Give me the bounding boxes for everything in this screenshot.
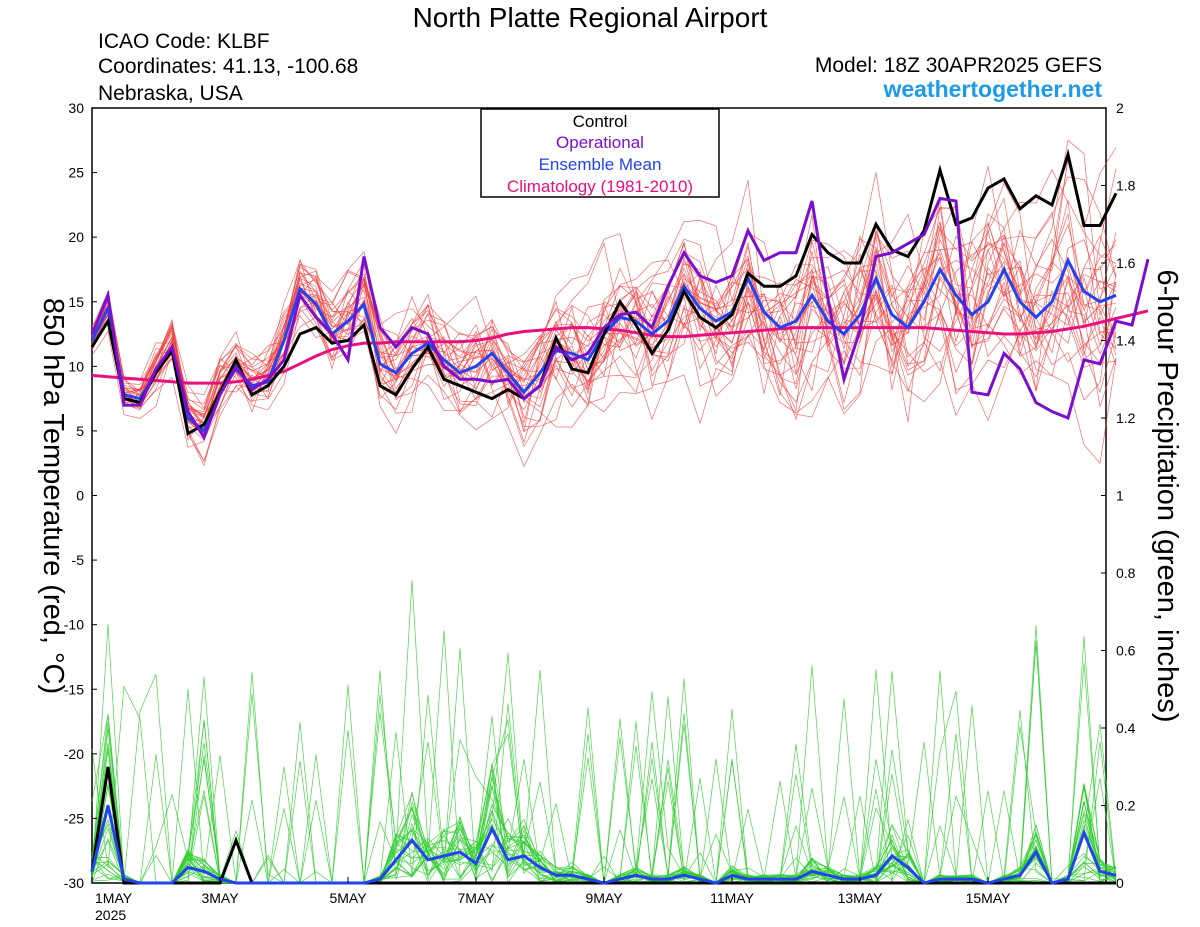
temperature-member-line: [91, 160, 1117, 422]
legend-ensemble-mean: Ensemble Mean: [539, 155, 662, 174]
left-tick-label: -10: [64, 617, 84, 633]
right-axis-ticks: 2 1.8 1.6 1.4 1.2 1 0.8 0.6 0.4 0.2 0: [1101, 100, 1136, 891]
temperature-member-line: [91, 213, 1117, 465]
left-axis-ticks: 30 25 20 15 10 5 0 -5 -10 -15 -20 -25 -30: [64, 100, 97, 891]
x-tick-label: 9MAY: [585, 890, 623, 906]
left-tick-label: -30: [64, 875, 84, 891]
precipitation-member-line: [91, 676, 1117, 884]
left-tick-label: -5: [72, 552, 85, 568]
precipitation-member-line: [91, 684, 1117, 884]
left-tick-label: -25: [64, 810, 84, 826]
control-temperature-line: [90, 148, 1118, 436]
precipitation-member-line: [91, 694, 1117, 884]
chart-title: North Platte Regional Airport: [413, 2, 768, 33]
legend-control: Control: [573, 112, 628, 131]
icao-code: ICAO Code: KLBF: [98, 30, 270, 53]
right-tick-label: 1.2: [1116, 410, 1136, 426]
precipitation-member-line: [91, 674, 1117, 884]
left-tick-label: 20: [68, 229, 84, 245]
location: Nebraska, USA: [98, 82, 243, 105]
left-tick-label: 15: [68, 294, 84, 310]
precipitation-member-line: [91, 689, 1117, 884]
precipitation-member-line: [91, 696, 1117, 884]
control-precipitation-line: [90, 766, 1116, 885]
precipitation-member-line: [91, 640, 1117, 884]
temperature-member-line: [91, 202, 1117, 432]
right-tick-label: 1.6: [1116, 255, 1136, 271]
right-tick-label: 0.6: [1116, 643, 1136, 659]
precipitation-member-line: [91, 693, 1117, 884]
right-tick-label: 1.4: [1116, 333, 1136, 349]
precipitation-member-line: [91, 713, 1117, 884]
left-tick-label: 10: [68, 358, 84, 374]
x-tick-sublabel: 2025: [95, 907, 126, 923]
legend-climatology: Climatology (1981-2010): [507, 177, 693, 196]
right-tick-label: 0.4: [1116, 720, 1136, 736]
temperature-member-line: [91, 269, 1117, 441]
legend-operational: Operational: [556, 133, 644, 152]
x-tick-label: 13MAY: [838, 890, 884, 906]
x-tick-label: 7MAY: [457, 890, 495, 906]
temperature-member-line: [91, 182, 1117, 441]
x-tick-label: 1MAY: [95, 890, 133, 906]
x-tick-label: 15MAY: [966, 890, 1012, 906]
legend: Control Operational Ensemble Mean Climat…: [480, 108, 720, 198]
x-tick-label: 11MAY: [710, 890, 754, 906]
precipitation-members: [91, 580, 1117, 885]
left-tick-label: 0: [76, 488, 84, 504]
coordinates: Coordinates: 41.13, -100.68: [98, 55, 358, 78]
right-tick-label: 0.2: [1116, 798, 1136, 814]
brand-link[interactable]: weathertogether.net: [882, 76, 1102, 102]
right-tick-label: 2: [1116, 100, 1124, 116]
plot-frame: [91, 107, 1107, 884]
precipitation-member-line: [91, 694, 1117, 885]
precipitation-member-line: [91, 670, 1117, 884]
ensemble-mean-precipitation-line: [90, 805, 1117, 885]
left-tick-label: 5: [76, 423, 84, 439]
model-run: Model: 18Z 30APR2025 GEFS: [815, 54, 1102, 77]
climatology-line: [91, 309, 1149, 385]
right-tick-label: 0.8: [1116, 565, 1136, 581]
left-tick-label: -20: [64, 746, 84, 762]
left-tick-label: -15: [64, 681, 84, 697]
right-axis-label: 6-hour Precipitation (green, inches): [1151, 270, 1183, 723]
precipitation-member-line: [91, 691, 1117, 884]
precipitation-member-line: [91, 669, 1117, 884]
left-axis-label: 850 hPa Temperature (red, °C): [37, 298, 69, 694]
precipitation-member-line: [91, 665, 1117, 884]
temperature-member-line: [91, 254, 1117, 417]
left-tick-label: 25: [68, 165, 84, 181]
right-tick-label: 1.8: [1116, 178, 1136, 194]
right-tick-label: 1: [1116, 488, 1124, 504]
precipitation-member-line: [91, 690, 1117, 884]
precipitation-member-line: [91, 580, 1117, 884]
right-tick-label: 0: [1116, 875, 1124, 891]
temperature-member-line: [91, 168, 1117, 463]
precipitation-member-line: [91, 669, 1117, 884]
x-tick-label: 5MAY: [329, 890, 367, 906]
plot-area: [90, 107, 1150, 885]
legend-box: [480, 108, 720, 198]
operational-temperature-line: [90, 196, 1150, 441]
x-tick-label: 3MAY: [201, 890, 239, 906]
left-tick-label: 30: [68, 100, 84, 116]
